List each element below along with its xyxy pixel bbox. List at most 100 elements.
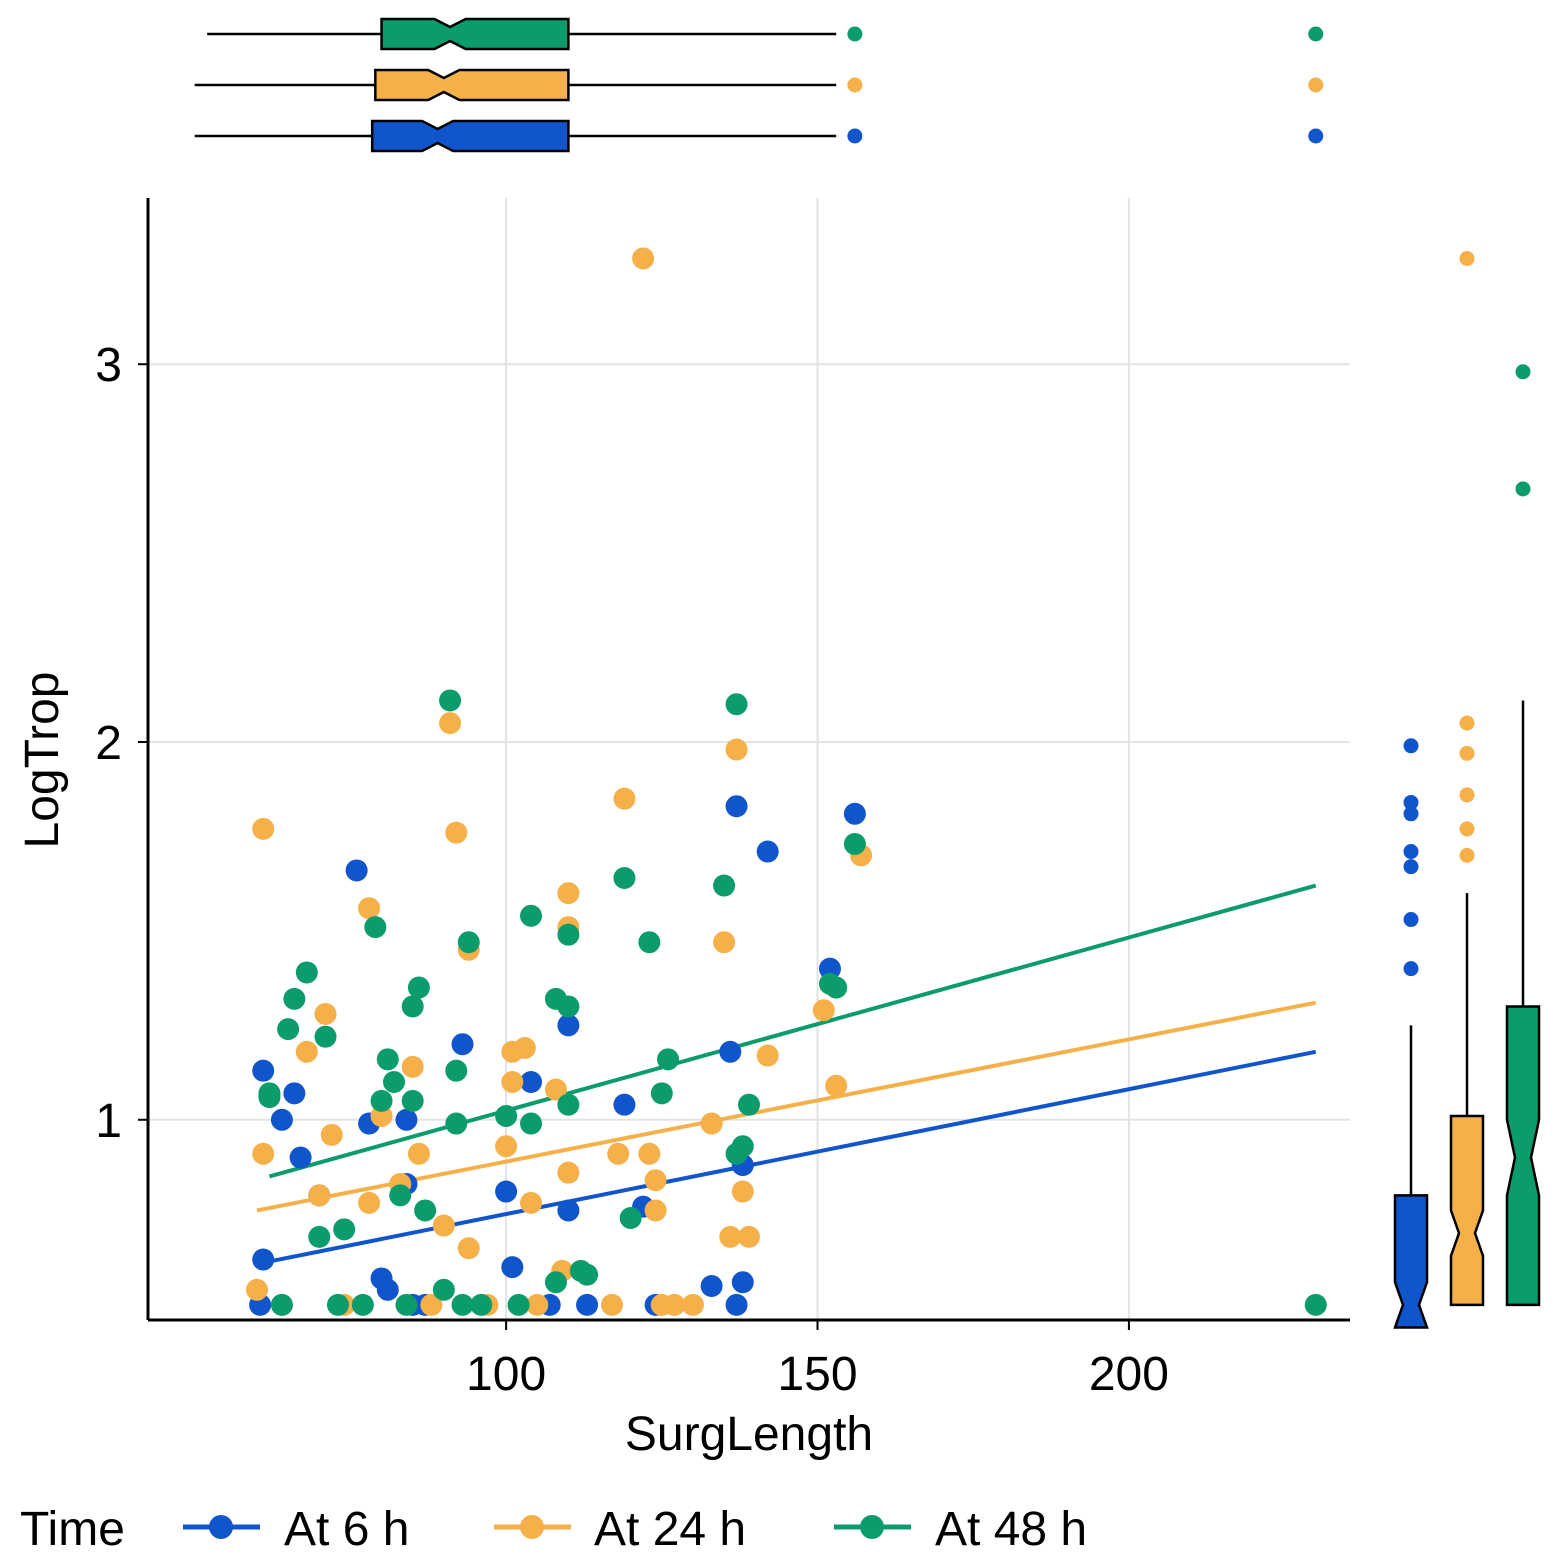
marginal-y-outlier-at-6-h-1 (1403, 912, 1419, 928)
trend-line-at-48-h (268, 883, 1317, 1179)
point-at-6-h-27 (719, 1040, 742, 1063)
marginal-y-box-body-at-24-h (1449, 1114, 1485, 1307)
point-at-24-h-42 (681, 1293, 704, 1316)
marginal-x-boxplots (194, 17, 1324, 153)
point-at-24-h-24 (501, 1071, 524, 1093)
point-at-48-h-39 (613, 867, 636, 889)
point-at-48-h-29 (507, 1293, 530, 1316)
marginal-y-outlier-at-24-h-0 (1459, 847, 1475, 863)
y-tick-label-3: 3 (95, 339, 122, 392)
point-at-48-h-36 (557, 1093, 580, 1116)
x-tick-label-100: 100 (466, 1348, 546, 1401)
marginal-y-box-at-6-h (1393, 738, 1429, 1329)
trend-line-at-24-h (256, 1000, 1317, 1213)
point-at-48-h-50 (825, 976, 848, 999)
marginal-y-outlier-at-24-h-2 (1459, 787, 1475, 803)
marginal-y-box-body-at-6-h (1393, 1194, 1429, 1329)
legend-item-at-24h: At 24 h (494, 1503, 746, 1556)
point-at-48-h-40 (619, 1207, 642, 1229)
marginal-y-box-body-at-48-h (1505, 1005, 1541, 1307)
marginal-y-outlier-at-6-h-0 (1403, 961, 1419, 977)
y-tick-label-1: 1 (95, 1095, 122, 1148)
point-at-24-h-7 (320, 1123, 343, 1146)
marginal-y-outlier-at-6-h-4 (1403, 806, 1419, 822)
x-tick-label-150: 150 (777, 1348, 857, 1401)
marginal-x-outlier-at-6-h-0 (847, 128, 863, 144)
point-at-48-h-20 (414, 1199, 437, 1222)
legend-dot-at-48h (860, 1515, 884, 1539)
point-at-48-h-41 (638, 931, 661, 954)
point-at-48-h-35 (557, 923, 580, 946)
point-at-6-h-1 (252, 1248, 275, 1271)
legend-label-at-6h: At 6 h (284, 1503, 409, 1556)
point-at-24-h-2 (252, 1142, 275, 1165)
point-at-48-h-22 (439, 689, 462, 712)
point-at-6-h-32 (756, 840, 779, 863)
scatter-points (245, 247, 1327, 1316)
marginal-y-outlier-at-6-h-3 (1403, 844, 1419, 860)
marginal-x-outlier-at-24-h-1 (1308, 77, 1324, 93)
marginal-y-outlier-at-6-h-6 (1403, 738, 1419, 754)
point-at-24-h-47 (731, 1180, 754, 1203)
point-at-48-h-5 (295, 961, 318, 984)
legend-dot-at-24h (520, 1515, 544, 1539)
point-at-48-h-13 (376, 1048, 399, 1071)
series-at-48-h (258, 689, 1327, 1316)
point-at-48-h-12 (370, 1089, 393, 1112)
point-at-48-h-28 (495, 1105, 518, 1127)
point-at-48-h-8 (326, 1293, 349, 1316)
point-at-24-h-25 (513, 1037, 536, 1059)
point-at-24-h-30 (557, 1161, 580, 1184)
point-at-48-h-4 (283, 987, 306, 1010)
series-at-6-h (249, 795, 866, 1316)
marginal-x-box-body-at-48-h (380, 17, 570, 51)
point-at-24-h-33 (600, 1293, 623, 1316)
point-at-24-h-45 (719, 1225, 742, 1248)
point-at-48-h-21 (432, 1278, 455, 1301)
marginal-y-outlier-at-24-h-1 (1459, 821, 1475, 837)
point-at-24-h-22 (495, 1135, 518, 1158)
point-at-24-h-1 (252, 817, 275, 840)
point-at-48-h-11 (364, 916, 387, 939)
point-at-48-h-18 (401, 1089, 424, 1112)
point-at-24-h-0 (245, 1278, 268, 1301)
y-axis-label: LogTrop (16, 672, 69, 849)
point-at-24-h-46 (725, 738, 748, 761)
point-at-6-h-3 (270, 1108, 293, 1131)
legend-dot-at-6h (209, 1515, 233, 1539)
marginal-y-outlier-at-48-h-1 (1515, 364, 1531, 380)
point-at-48-h-16 (395, 1293, 418, 1316)
grid-lines (148, 198, 1350, 1320)
point-at-6-h-2 (252, 1059, 275, 1082)
marginal-x-outlier-at-6-h-1 (1308, 128, 1324, 144)
point-at-6-h-11 (395, 1108, 418, 1131)
point-at-24-h-41 (663, 1293, 686, 1316)
x-axis-label: SurgLength (625, 1408, 873, 1461)
point-at-6-h-4 (283, 1082, 306, 1105)
point-at-48-h-42 (650, 1082, 673, 1105)
x-tick-label-200: 200 (1089, 1348, 1169, 1401)
point-at-24-h-13 (401, 1055, 424, 1078)
legend: Time At 6 h At 24 h At 48 h (20, 1503, 1087, 1556)
point-at-48-h-1 (258, 1086, 281, 1109)
point-at-48-h-27 (470, 1293, 493, 1316)
point-at-48-h-38 (576, 1263, 599, 1286)
tick-labels: 100 150 200 1 2 3 (95, 339, 1169, 1401)
point-at-24-h-18 (445, 821, 468, 844)
point-at-48-h-48 (738, 1093, 760, 1116)
legend-label-at-48h: At 48 h (935, 1503, 1087, 1556)
point-at-24-h-32 (557, 882, 580, 905)
point-at-48-h-30 (520, 904, 543, 927)
point-at-24-h-14 (407, 1142, 430, 1165)
point-at-48-h-43 (657, 1048, 680, 1071)
point-at-24-h-26 (520, 1191, 543, 1214)
point-at-6-h-21 (557, 1199, 580, 1222)
point-at-24-h-27 (526, 1293, 549, 1316)
point-at-24-h-19 (457, 1237, 480, 1260)
point-at-24-h-15 (420, 1293, 443, 1316)
legend-item-at-6h: At 6 h (183, 1503, 409, 1556)
point-at-6-h-26 (700, 1275, 723, 1297)
marginal-x-box-at-24-h (194, 68, 1324, 102)
point-at-6-h-22 (576, 1293, 599, 1316)
